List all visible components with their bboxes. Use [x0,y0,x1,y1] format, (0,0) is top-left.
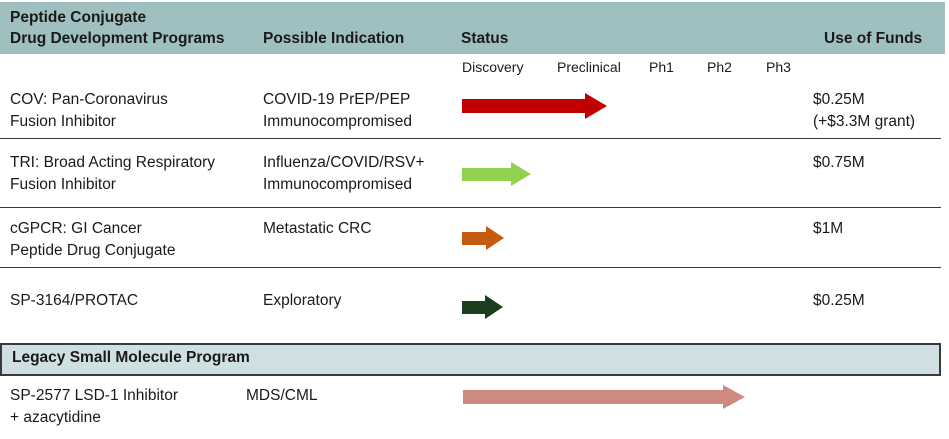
table-header: Peptide Conjugate Drug Development Progr… [0,2,945,54]
status-cell [461,385,810,439]
status-arrow-body [463,390,723,404]
table-row: COV: Pan-Coronavirus Fusion Inhibitor CO… [0,80,941,139]
table-row: cGPCR: GI Cancer Peptide Drug Conjugate … [0,208,941,268]
possible-indication: Influenza/COVID/RSV+ Immunocompromised [263,154,425,193]
status-arrow [462,93,607,119]
status-arrow [462,162,531,186]
possible-indication: COVID-19 PrEP/PEP Immunocompromised [263,91,413,130]
stage-subheader: Discovery Preclinical Ph1 Ph2 Ph3 [0,54,949,80]
program-name: cGPCR: GI Cancer Peptide Drug Conjugate [10,220,176,259]
program-rows: COV: Pan-Coronavirus Fusion Inhibitor CO… [0,80,949,439]
stage-label-ph3: Ph3 [766,59,791,75]
use-of-funds: $0.75M [813,154,865,171]
program-column-header-line1: Peptide Conjugate [10,9,147,26]
possible-indication: Exploratory [263,292,342,309]
status-arrow [463,385,745,409]
status-arrow [462,225,504,251]
stage-label-discovery: Discovery [462,59,524,75]
status-cell [461,152,810,207]
program-name: SP-2577 LSD-1 Inhibitor + azacytidine [10,387,179,426]
status-arrow-head [511,162,531,186]
status-arrow-head [485,295,503,319]
stage-label-preclinical: Preclinical [557,59,621,75]
program-name: COV: Pan-Coronavirus Fusion Inhibitor [10,91,168,130]
use-of-funds: $0.25M (+$3.3M grant) [813,91,916,130]
legacy-section-header: Legacy Small Molecule Program [0,343,941,376]
status-arrow-body [462,167,511,181]
use-of-funds: $1M [813,220,844,237]
possible-indication: MDS/CML [246,387,318,404]
status-arrow-head [486,226,504,250]
use-of-funds [810,385,941,439]
legacy-section-title: Legacy Small Molecule Program [12,349,250,366]
status-arrow-body [462,300,485,314]
funds-column-header: Use of Funds [824,30,923,47]
status-arrow-body [462,99,585,113]
status-cell [461,218,810,267]
possible-indication: Metastatic CRC [263,220,372,237]
table-row: TRI: Broad Acting Respiratory Fusion Inh… [0,139,941,208]
program-name: TRI: Broad Acting Respiratory Fusion Inh… [10,154,216,193]
status-arrow-head [585,93,607,119]
status-arrow [462,294,503,320]
indication-column-header: Possible Indication [263,30,405,47]
stage-label-ph1: Ph1 [649,59,674,75]
program-column-header-line2: Drug Development Programs [10,30,225,47]
status-column-header: Status [461,30,509,47]
use-of-funds: $0.25M [813,292,865,309]
stage-label-ph2: Ph2 [707,59,732,75]
table-row: SP-2577 LSD-1 Inhibitor + azacytidine MD… [0,376,941,439]
status-cell [461,290,810,343]
table-row: SP-3164/PROTAC Exploratory $0.25M [0,268,941,343]
status-cell [461,89,810,138]
status-arrow-body [462,231,486,245]
program-name: SP-3164/PROTAC [10,292,139,309]
program-column-header: Peptide Conjugate Drug Development Progr… [10,7,263,49]
status-arrow-head [723,385,745,409]
